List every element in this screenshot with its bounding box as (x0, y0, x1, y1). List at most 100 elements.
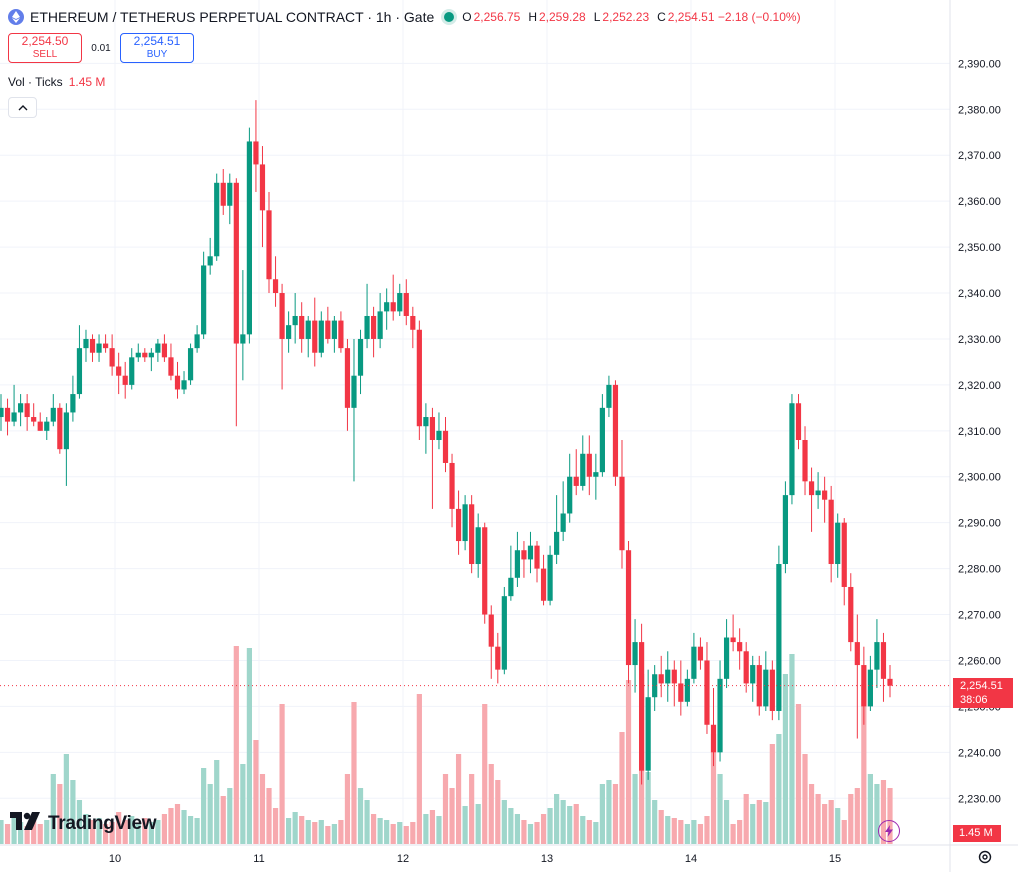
candle-body (822, 490, 828, 500)
candle-body (240, 334, 246, 344)
volume-bar (174, 804, 181, 844)
candle-body (142, 352, 148, 358)
volume-bar (70, 780, 76, 844)
settings-gear-icon[interactable] (977, 849, 993, 865)
volume-bar (645, 772, 651, 844)
candle-body (44, 421, 50, 431)
volume-bar (573, 804, 579, 844)
candles (0, 100, 893, 785)
volume-bar (370, 814, 377, 844)
candle-body (266, 210, 272, 280)
volume-bar (83, 814, 89, 844)
buy-button[interactable]: 2,254.51 BUY (120, 33, 194, 63)
candle-body (4, 407, 11, 422)
tradingview-logo[interactable]: TradingView (10, 812, 157, 836)
ohlc-open-value: 2,256.75 (473, 10, 521, 24)
volume-bar (227, 788, 233, 844)
candle-body (776, 564, 782, 711)
volume-bar (861, 684, 867, 844)
candle-body (11, 412, 17, 422)
candle-body (606, 384, 612, 408)
ohlc-open-key: O (462, 10, 472, 24)
sell-button[interactable]: 2,254.50 SELL (8, 33, 82, 63)
symbol-title[interactable]: ETHEREUM / TETHERUS PERPETUAL CONTRACT ·… (30, 9, 435, 25)
volume-bar (776, 734, 782, 844)
volume-bar (449, 788, 455, 844)
volume-bar (665, 816, 671, 844)
candle-body (174, 375, 181, 390)
candle-body (351, 375, 357, 408)
volume-bar (338, 820, 344, 844)
candle-body (109, 348, 115, 367)
volume-bar (691, 820, 697, 844)
candle-body (116, 366, 122, 376)
lightning-icon[interactable] (878, 820, 900, 842)
candle-body (416, 329, 422, 427)
volume-bar (37, 824, 43, 844)
tradingview-logo-icon (10, 812, 42, 836)
candle-body (586, 453, 592, 477)
candle-body (514, 550, 521, 578)
volume-bar (808, 784, 815, 844)
volume-bar (410, 822, 416, 844)
volume-bar (841, 820, 847, 844)
candle-body (299, 315, 305, 339)
volume-bar (0, 820, 4, 844)
volume-bar (802, 754, 808, 844)
price-tick-label: 2,300.00 (958, 472, 1001, 484)
candle-body (880, 642, 887, 679)
volume-bar (678, 820, 684, 844)
candle-body (769, 669, 775, 711)
time-tick-label: 13 (541, 853, 553, 865)
candle-body (763, 669, 769, 707)
volume-bar (619, 732, 625, 844)
candle-body (612, 384, 619, 477)
price-tick-label: 2,260.00 (958, 655, 1001, 667)
candle-body (730, 637, 736, 643)
candle-body (423, 417, 429, 427)
candle-body (384, 302, 390, 312)
candle-body (279, 293, 285, 339)
candle-body (632, 642, 638, 666)
time-tick-label: 10 (109, 853, 121, 865)
candle-body (560, 513, 566, 532)
candle-body (96, 343, 102, 353)
volume-bar (253, 740, 259, 844)
volume-bar (887, 788, 893, 844)
candle-body (691, 646, 697, 679)
volume-bars (0, 646, 893, 844)
candle-body (743, 651, 749, 684)
volume-bar (403, 826, 409, 844)
candle-body (684, 678, 690, 702)
volume-bar (96, 818, 102, 844)
candle-body (344, 348, 351, 408)
volume-bar (652, 800, 658, 844)
collapse-legend-button[interactable] (8, 97, 37, 118)
volume-bar (547, 808, 553, 844)
trade-buttons: 2,254.50 SELL 0.01 2,254.51 BUY (8, 33, 194, 63)
volume-bar (723, 800, 730, 844)
candle-body (469, 504, 475, 565)
volume-bar (246, 648, 252, 844)
volume-bar (135, 824, 141, 844)
ethereum-icon (8, 9, 24, 25)
volume-legend[interactable]: Vol · Ticks 1.45 M (8, 75, 105, 89)
price-tick-label: 2,320.00 (958, 380, 1001, 392)
volume-bar (586, 820, 592, 844)
volume-bar (4, 824, 11, 844)
volume-bar (560, 800, 566, 844)
candle-body (168, 357, 174, 376)
volume-bar (684, 824, 690, 844)
volume-bar (240, 764, 246, 844)
candle-body (573, 476, 579, 486)
candle-body (678, 683, 684, 702)
candle-body (854, 642, 860, 666)
volume-bar (194, 818, 200, 844)
candle-body (789, 403, 795, 496)
volume-bar (312, 822, 318, 844)
candle-body (534, 545, 540, 569)
volume-bar (697, 824, 704, 844)
volume-legend-label: Vol · Ticks (8, 75, 63, 89)
volume-bar (220, 796, 226, 844)
